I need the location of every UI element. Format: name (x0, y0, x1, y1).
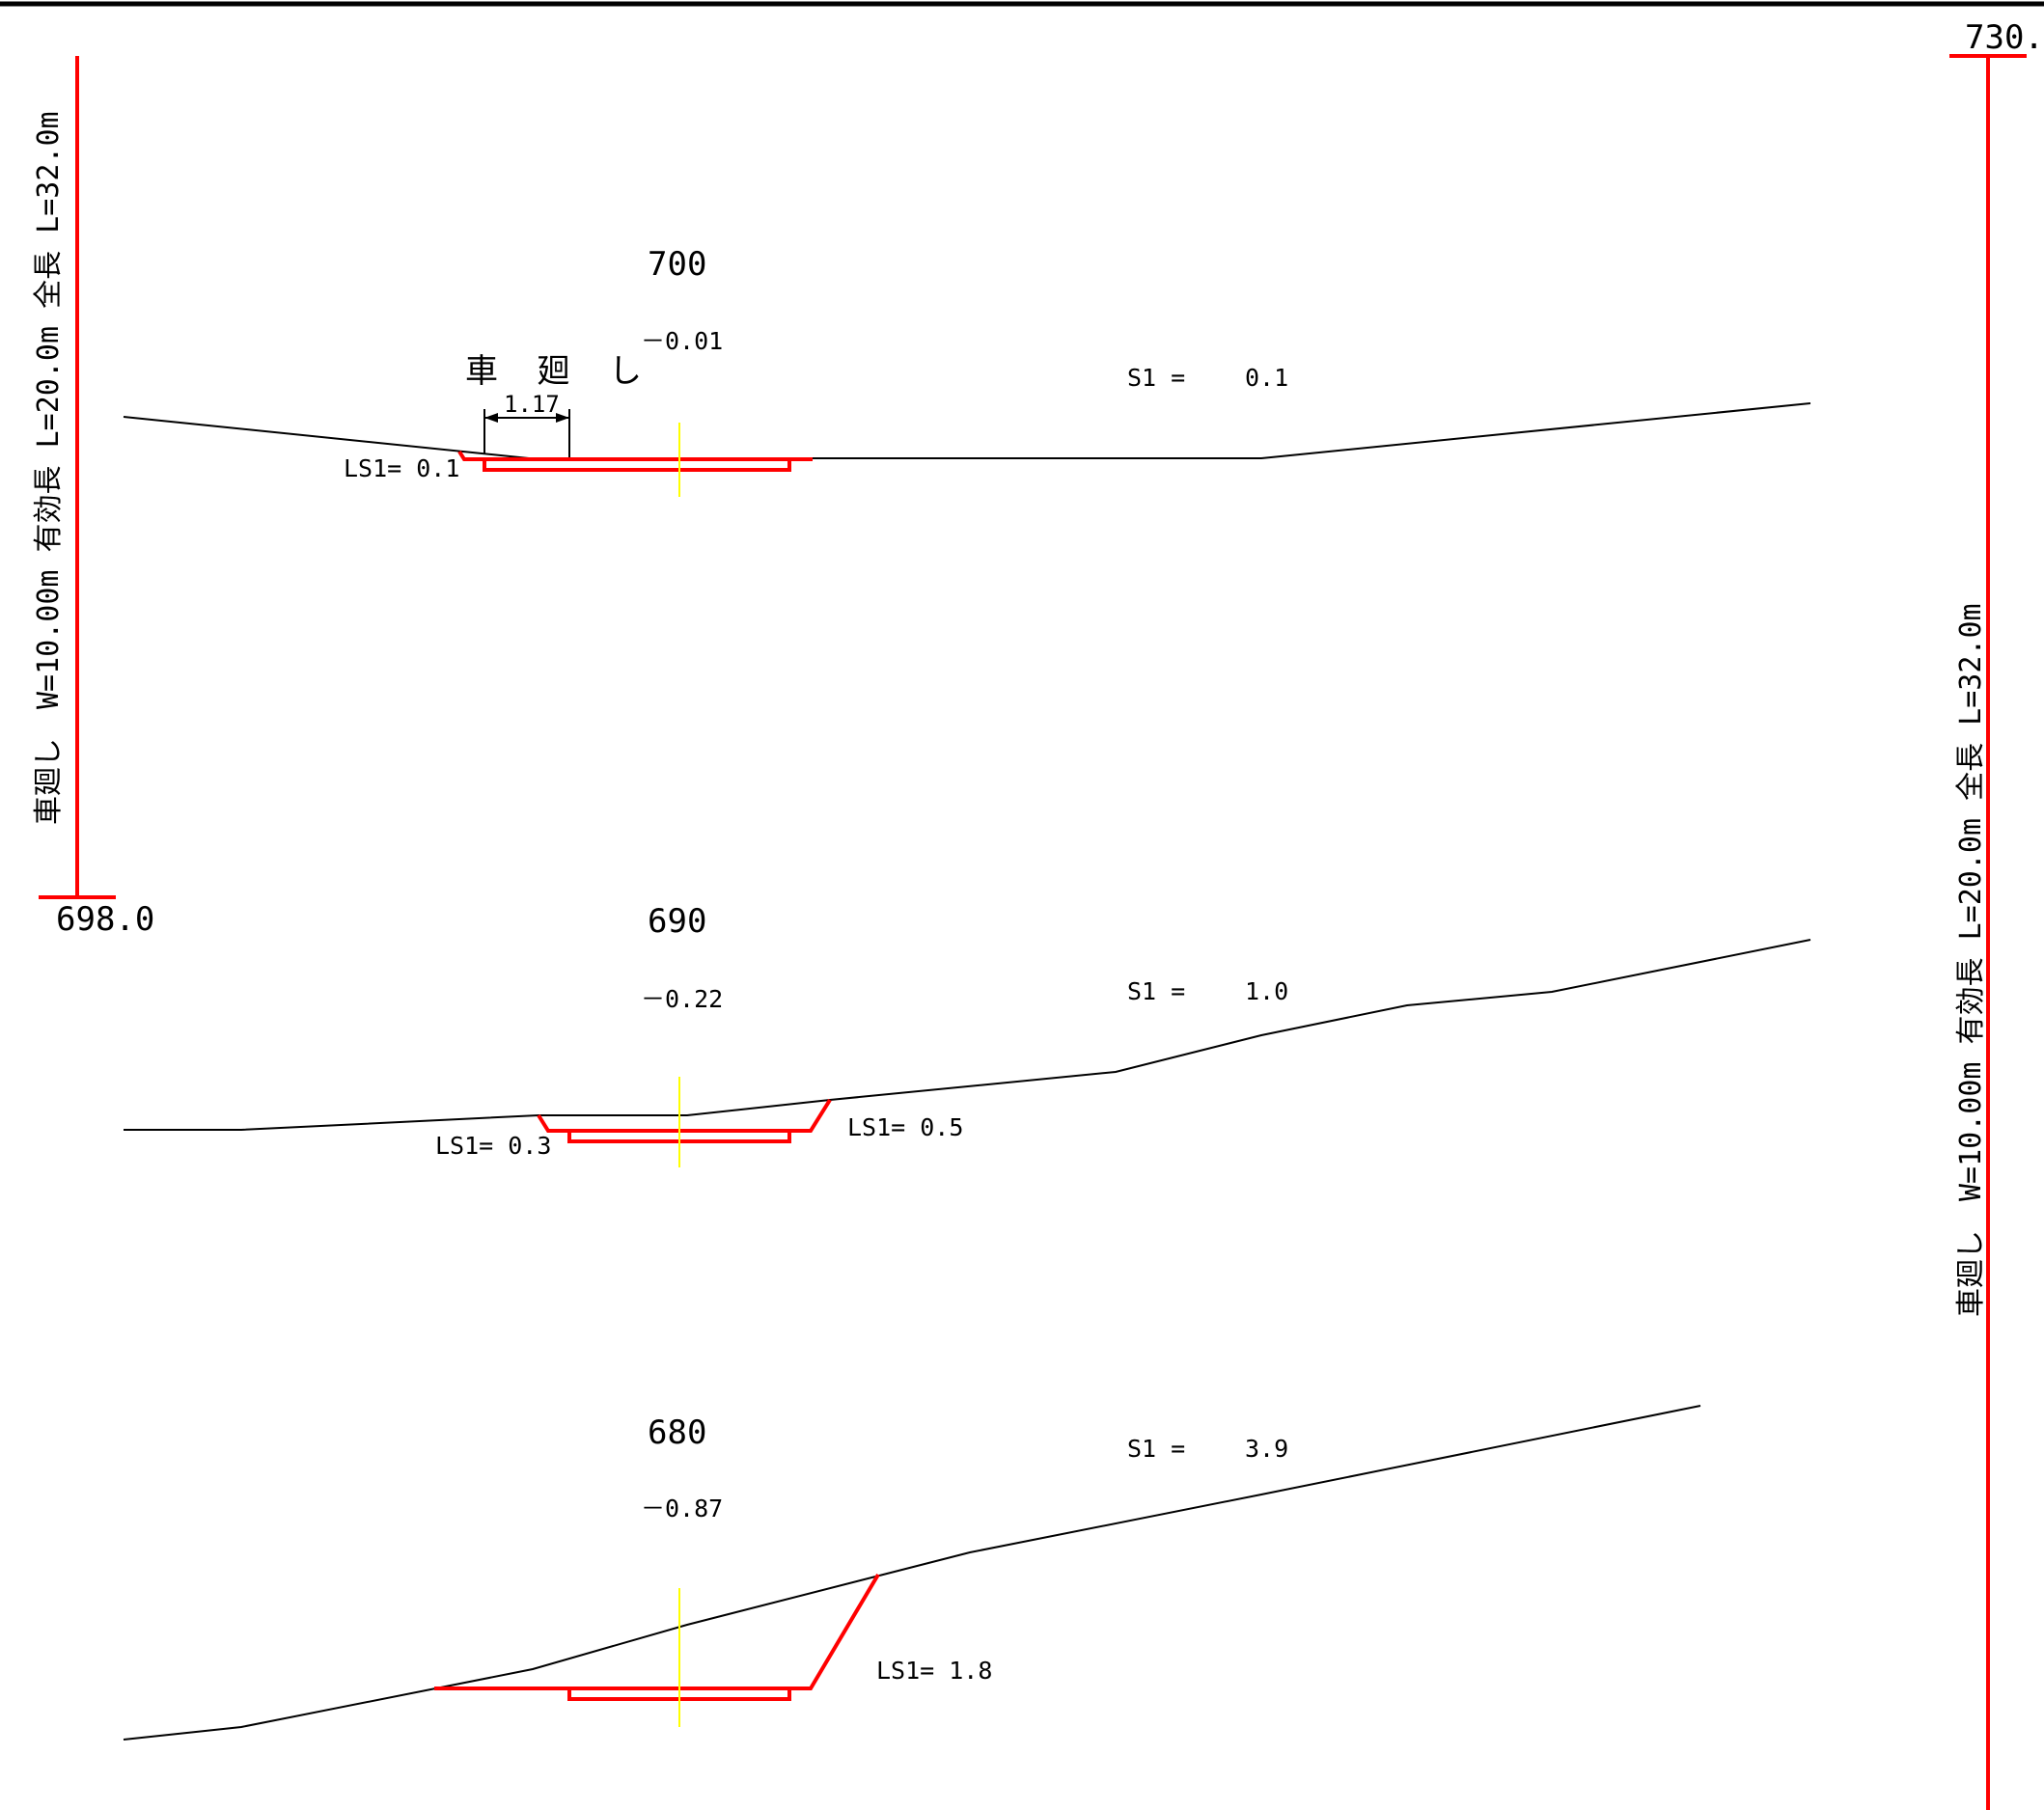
ground-line (124, 939, 1811, 1131)
section-690: 690 －0.22 S1 = 1.0 LS1= 0.3 LS1= 0.5 (124, 902, 1811, 1167)
left-ref-elevation: 698.0 (56, 900, 154, 939)
height-difference: －0.01 (641, 327, 723, 355)
section-680: 680 －0.87 S1 = 3.9 LS1= 1.8 (123, 1405, 1701, 1741)
s1-value: 3.9 (1245, 1435, 1288, 1463)
dimension-marker: 1.17 (483, 391, 570, 461)
ground-line (123, 1405, 1701, 1741)
height-difference: －0.22 (641, 985, 723, 1013)
ls1-label-right: LS1= 0.5 (847, 1113, 963, 1141)
station-label: 680 (648, 1413, 706, 1452)
station-label: 700 (648, 245, 706, 284)
s1-label: S1 = (1127, 364, 1185, 392)
s1-label: S1 = (1127, 977, 1185, 1005)
ls1-label-left: LS1= 0.3 (435, 1132, 551, 1160)
ls1-label-right: LS1= 1.8 (876, 1657, 992, 1685)
s1-label: S1 = (1127, 1435, 1185, 1463)
left-vertical-label: 車廻し W=10.00m 有効長 L=20.0m 全長 L=32.0m (32, 111, 66, 825)
pavement-layer (483, 459, 791, 472)
dimension-value: 1.17 (504, 391, 560, 418)
design-surface (457, 450, 813, 461)
right-vertical-label: 車廻し W=10.00m 有効長 L=20.0m 全長 L=32.0m (1954, 603, 1988, 1317)
turnaround-title: 車 廻 し (465, 352, 651, 391)
station-label: 690 (648, 902, 706, 941)
ls1-label-left: LS1= 0.1 (344, 454, 459, 482)
s1-value: 1.0 (1245, 977, 1288, 1005)
section-700: 700 －0.01 車 廻 し 1.17 S1 = 0.1 LS1= 0.1 (123, 245, 1811, 497)
height-difference: －0.87 (641, 1495, 723, 1522)
ground-line (123, 402, 1811, 459)
s1-value: 0.1 (1245, 364, 1288, 392)
design-surface (434, 1573, 880, 1690)
right-ref-elevation: 730.0 (1965, 18, 2044, 57)
